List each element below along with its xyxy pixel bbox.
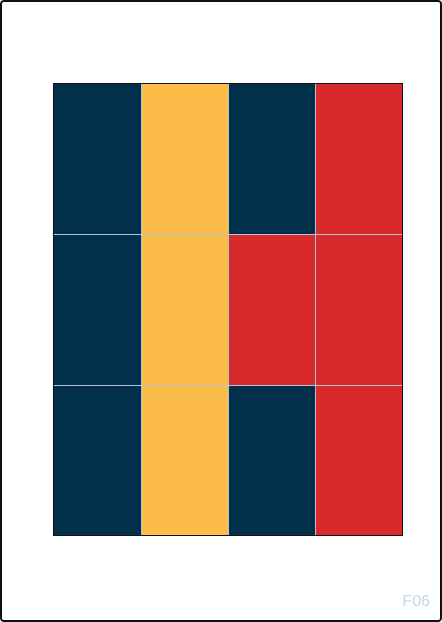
grid-cell-r3-c3: [228, 384, 315, 535]
grid-cell-r3-c4: [315, 384, 402, 535]
grid-cell-r2-c4: [315, 234, 402, 385]
color-grid: [53, 83, 403, 536]
grid-cell-r1-c2: [141, 84, 228, 235]
grid-cell-r1-c3: [228, 84, 315, 235]
grid-cell-r2-c1: [54, 234, 141, 385]
grid-cell-r2-c2: [141, 234, 228, 385]
figure-label: F06: [402, 593, 430, 610]
grid-cell-r3-c2: [141, 384, 228, 535]
grid-cell-r1-c4: [315, 84, 402, 235]
grid-cell-r3-c1: [54, 384, 141, 535]
grid-cell-r2-c3: [228, 234, 315, 385]
grid-cell-r1-c1: [54, 84, 141, 235]
